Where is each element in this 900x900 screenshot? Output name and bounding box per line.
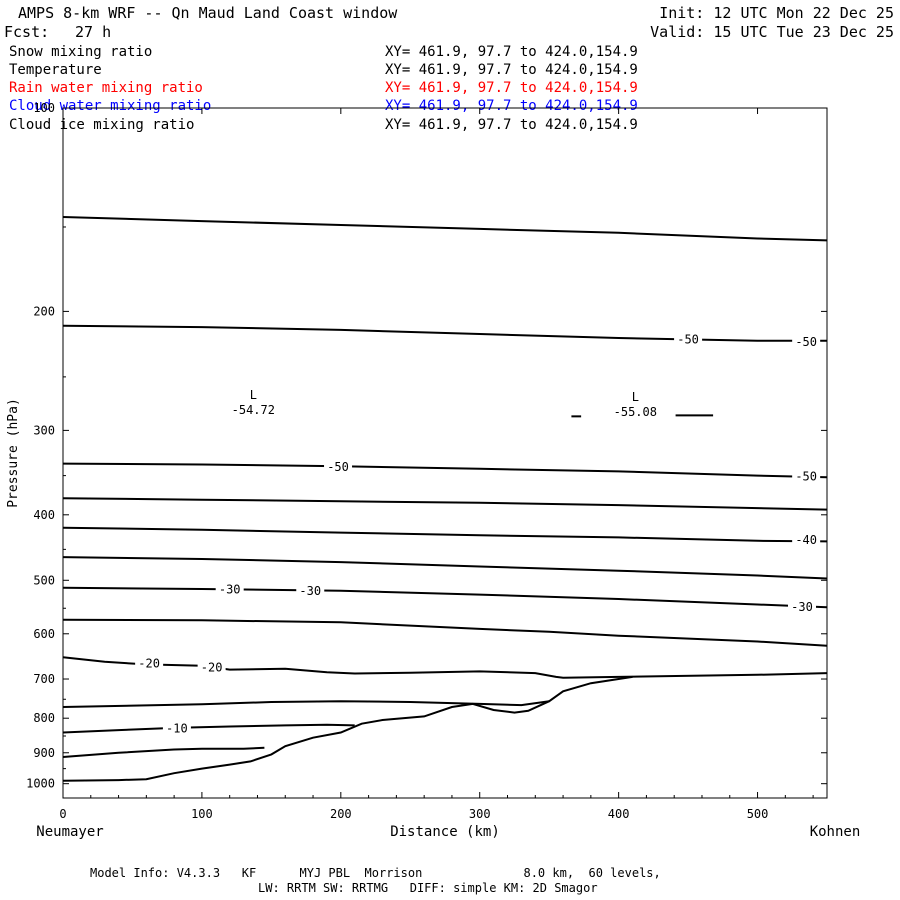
isotherm-line-4: [62, 526, 828, 543]
var-rain-name: Rain water mixing ratio: [9, 80, 203, 96]
model-info-line1: Model Info: V4.3.3 KF MYJ PBL Morrison 8…: [90, 866, 661, 880]
isotherm-line-8: [62, 656, 828, 679]
var-snow-name: Snow mixing ratio: [9, 44, 153, 60]
y-tick-label-4: 500: [33, 573, 55, 587]
var-cloudwater-name: Cloud water mixing ratio: [9, 98, 212, 114]
low-letter-1: L: [632, 390, 639, 404]
x-axis-label: Distance (km): [390, 824, 500, 840]
contour-label-4: -40: [795, 533, 817, 547]
low-value-0: -54.72: [232, 403, 275, 417]
x-tick-label-0: 0: [59, 807, 66, 821]
isotherm-line-3: [62, 497, 828, 511]
var-cloudwater-xy: XY= 461.9, 97.7 to 424.0,154.9: [385, 98, 638, 114]
x-tick-label-4: 400: [608, 807, 630, 821]
contour-label-1: -50: [795, 335, 817, 349]
plot-frame: [62, 107, 828, 799]
terrain-line: [62, 675, 633, 782]
isotherm-line-6: [62, 586, 828, 609]
forecast-label: Fcst:: [4, 23, 50, 41]
contour-label-3: -50: [795, 469, 817, 483]
x-tick-label-2: 200: [330, 807, 352, 821]
isotherm-line-9: [62, 700, 550, 708]
x-end-label-right: Kohnen: [810, 824, 861, 840]
contour-label-bg-7: [787, 600, 816, 615]
y-tick-label-0: 100: [33, 101, 55, 115]
contour-label-bg-9: [197, 660, 226, 675]
contour-label-bg-6: [296, 584, 325, 599]
contour-label-bg-8: [135, 656, 164, 671]
contour-label-6: -30: [299, 584, 321, 598]
init-time: Init: 12 UTC Mon 22 Dec 25: [659, 4, 894, 22]
y-tick-label-5: 600: [33, 627, 55, 641]
contour-label-bg-1: [792, 335, 821, 350]
x-end-label-left: Neumayer: [36, 824, 103, 840]
valid-time: Valid: 15 UTC Tue 23 Dec 25: [650, 23, 894, 41]
contour-label-7: -30: [791, 600, 813, 614]
contour-label-8: -20: [138, 657, 160, 671]
x-tick-label-1: 100: [191, 807, 213, 821]
low-letter-0: L: [250, 388, 257, 402]
y-tick-label-1: 200: [33, 304, 55, 318]
y-tick-label-9: 1000: [26, 777, 55, 791]
contour-label-bg-0: [674, 332, 703, 347]
var-rain-xy: XY= 461.9, 97.7 to 424.0,154.9: [385, 80, 638, 96]
x-tick-label-3: 300: [469, 807, 491, 821]
isotherm-line-5: [62, 556, 828, 580]
low-value-1: -55.08: [614, 405, 657, 419]
isotherm-line-10: [62, 723, 355, 734]
contour-label-bg-10: [162, 721, 191, 736]
isotherm-line-7: [62, 618, 828, 647]
contour-label-2: -50: [327, 460, 349, 474]
isotherm-line-11: [62, 746, 265, 758]
var-temperature-xy: XY= 461.9, 97.7 to 424.0,154.9: [385, 62, 638, 78]
model-info-line2: LW: RRTM SW: RRTMG DIFF: simple KM: 2D S…: [258, 881, 598, 895]
contour-label-bg-2: [324, 460, 353, 475]
y-tick-label-2: 300: [33, 423, 55, 437]
contour-label-0: -50: [677, 332, 699, 346]
var-snow-xy: XY= 461.9, 97.7 to 424.0,154.9: [385, 44, 638, 60]
isotherm-line-0: [62, 216, 828, 242]
plot-title: AMPS 8-km WRF -- Qn Maud Land Coast wind…: [18, 4, 398, 22]
contour-label-bg-5: [215, 582, 244, 597]
y-tick-label-6: 700: [33, 672, 55, 686]
y-tick-label-7: 800: [33, 711, 55, 725]
contour-label-10: -10: [166, 722, 188, 736]
contour-label-9: -20: [201, 660, 223, 674]
contour-label-bg-3: [792, 469, 821, 484]
isotherm-line-1: [62, 324, 827, 342]
var-cloudice-name: Cloud ice mixing ratio: [9, 117, 195, 133]
x-tick-label-5: 500: [747, 807, 769, 821]
y-axis-label: Pressure (hPa): [6, 398, 21, 508]
y-tick-label-3: 400: [33, 508, 55, 522]
var-temperature-name: Temperature: [9, 62, 102, 78]
contour-label-5: -30: [219, 583, 241, 597]
contour-label-bg-4: [792, 533, 821, 548]
y-tick-label-8: 900: [33, 746, 55, 760]
var-cloudice-xy: XY= 461.9, 97.7 to 424.0,154.9: [385, 117, 638, 133]
forecast-hour: 27 h: [75, 23, 112, 41]
isotherm-line-2: [62, 462, 828, 479]
